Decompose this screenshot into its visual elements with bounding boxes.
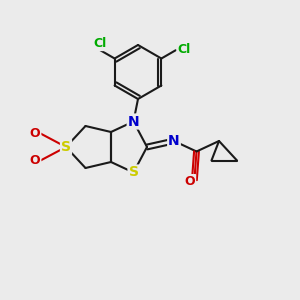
Text: S: S [61, 140, 71, 154]
Text: O: O [30, 154, 40, 167]
Text: Cl: Cl [94, 37, 107, 50]
Text: O: O [30, 127, 40, 140]
Text: O: O [184, 175, 195, 188]
Text: N: N [168, 134, 180, 148]
Text: S: S [128, 166, 139, 179]
Text: N: N [128, 115, 139, 128]
Text: Cl: Cl [177, 43, 191, 56]
